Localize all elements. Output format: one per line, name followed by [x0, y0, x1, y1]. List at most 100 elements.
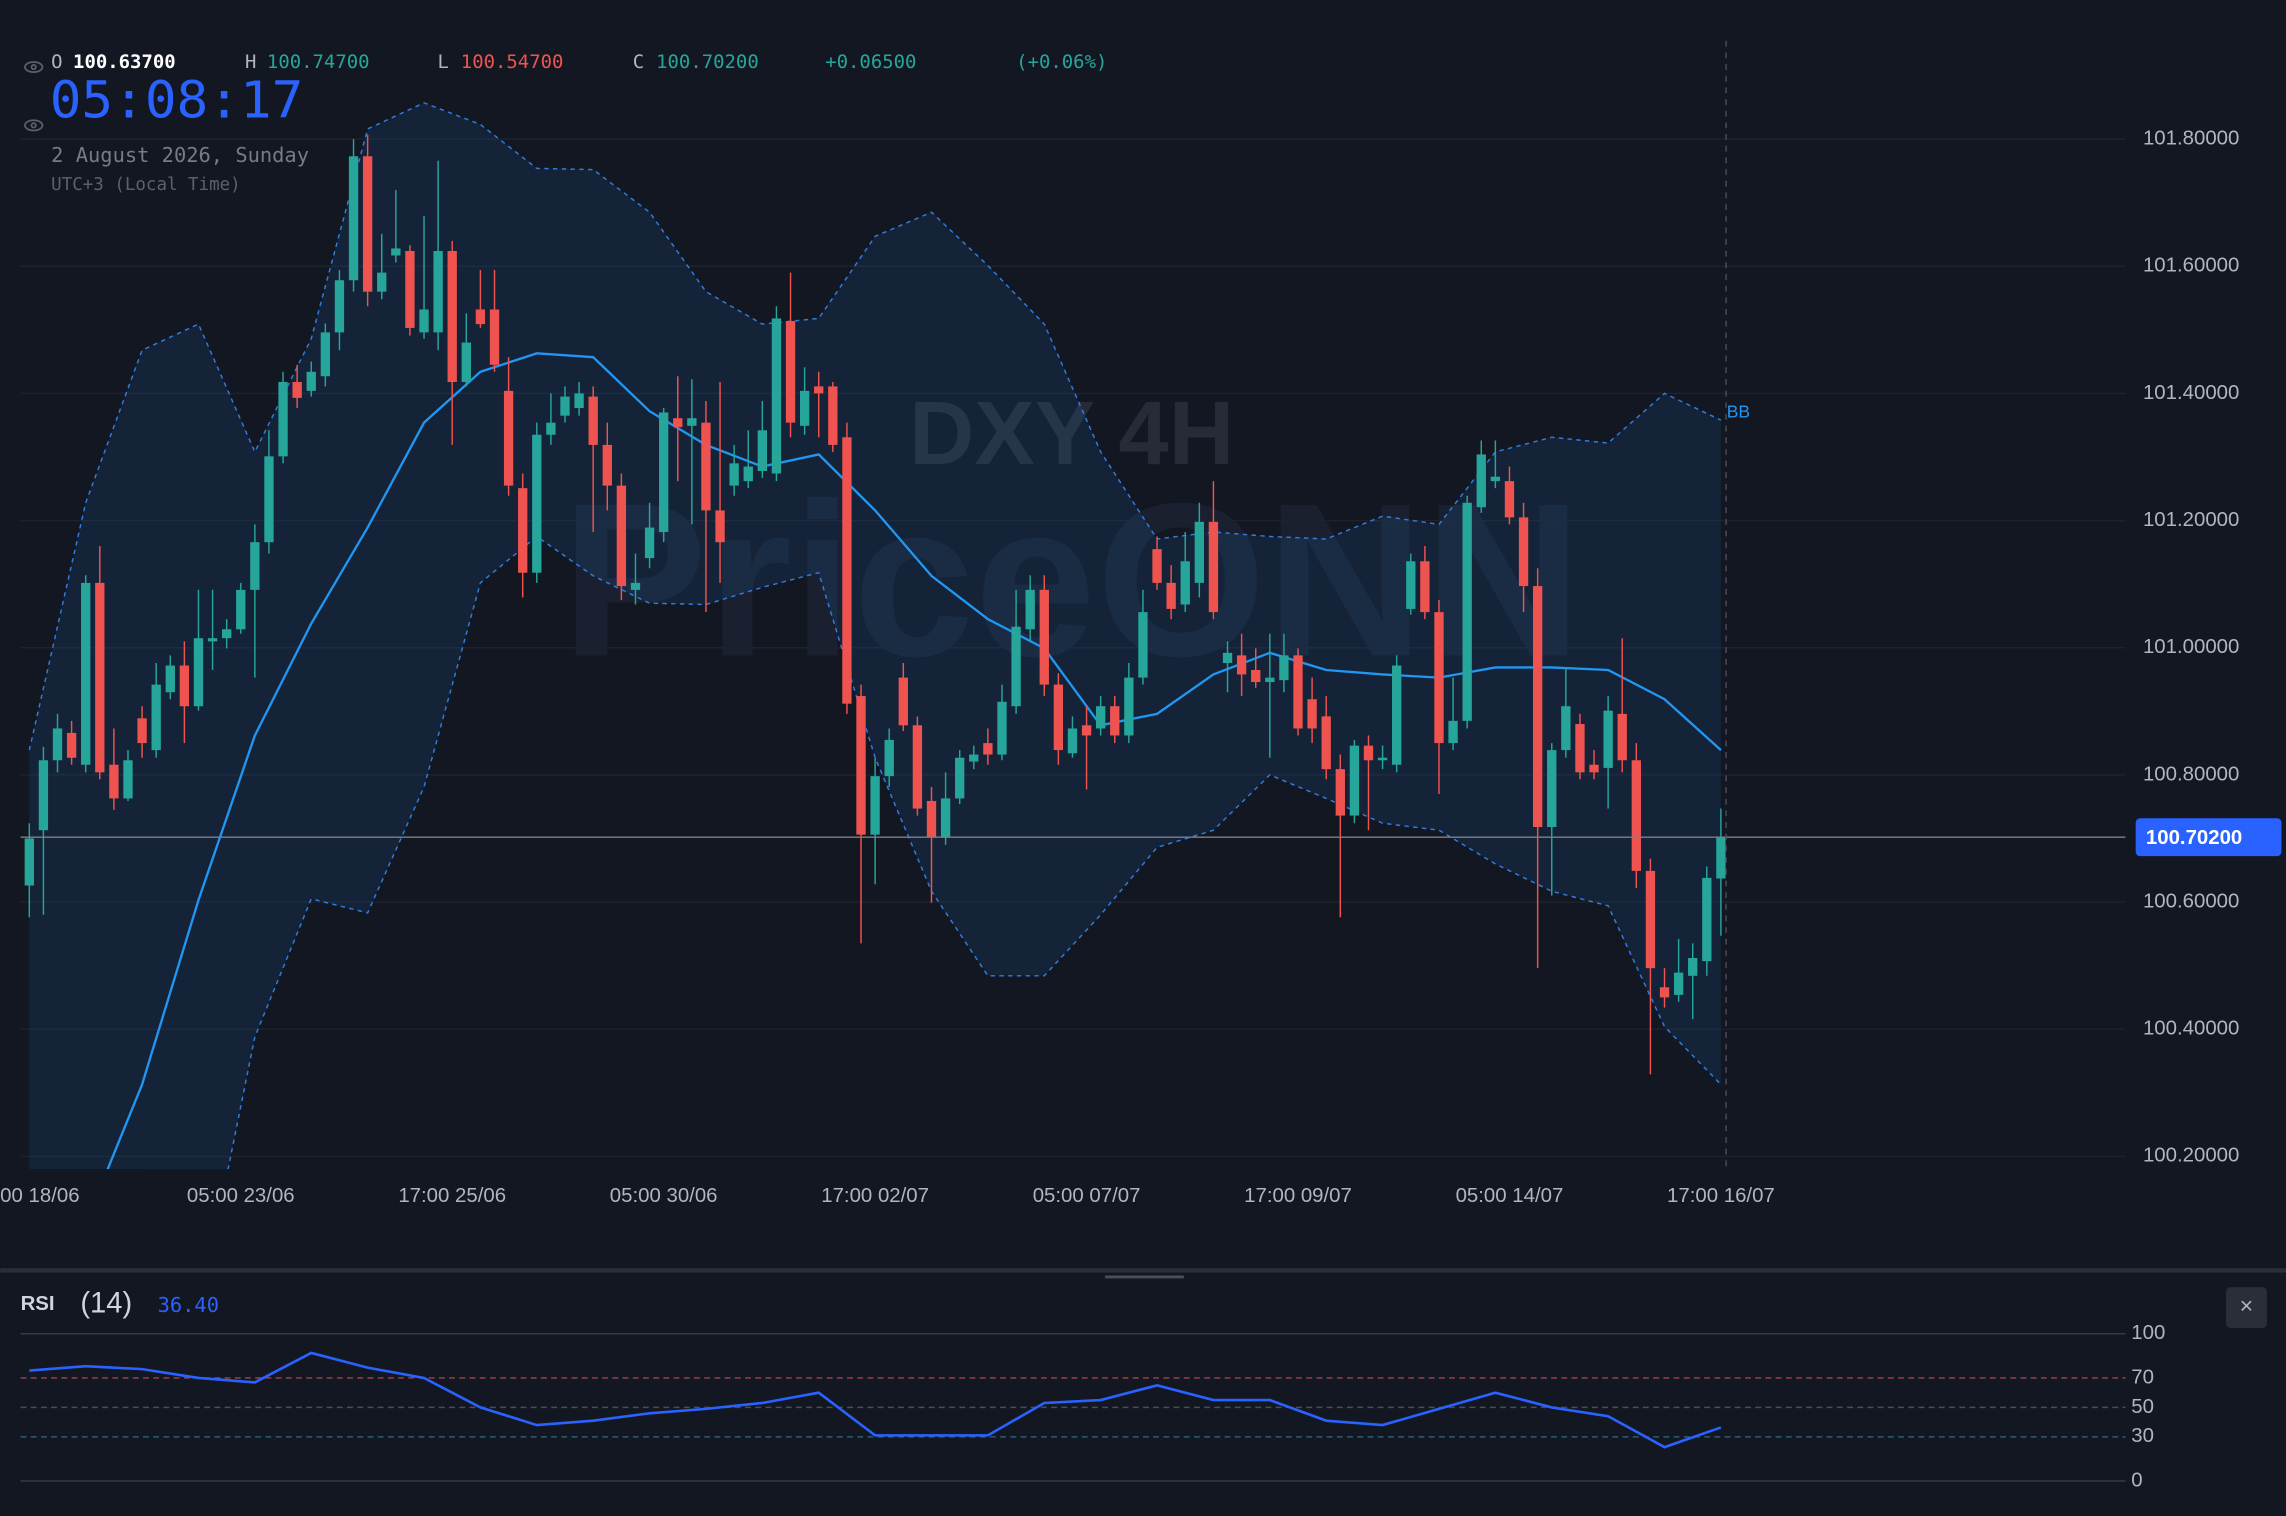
rsi-current: 36.40 [158, 1293, 219, 1317]
candle-body [306, 371, 316, 391]
y-tick-label: 100.80000 [2143, 763, 2239, 785]
x-tick-label: 17:00 09/07 [1244, 1185, 1352, 1207]
candle-body [856, 696, 866, 835]
candle-body [151, 684, 161, 751]
candle-body [38, 760, 49, 831]
close-button[interactable]: × [2226, 1287, 2267, 1328]
candle-body [1349, 745, 1360, 816]
candle-body [560, 396, 570, 416]
header: O 100.63700 H 100.74700 L 100.54700 C 10… [24, 51, 1107, 195]
candle-body [236, 589, 246, 630]
candle-body [983, 743, 993, 755]
candle-body [334, 280, 345, 333]
candle-body [1476, 454, 1486, 508]
x-tick-label: 05:00 30/06 [610, 1185, 718, 1207]
candle-body [1561, 706, 1571, 751]
x-tick-label: 17:00 16/07 [1667, 1185, 1775, 1207]
candle-body [1194, 521, 1205, 583]
candle-body [828, 386, 838, 445]
candle-body [419, 309, 429, 333]
date: 2 August 2026, Sunday [51, 143, 309, 167]
clock: 05:08:17 [50, 71, 304, 130]
rsi-tick-label: 70 [2131, 1366, 2154, 1388]
ohlc-value: 100.70200 [656, 51, 759, 73]
x-tick-label: 05:00 23/06 [187, 1185, 295, 1207]
candle-body [1518, 517, 1529, 587]
candle-body [546, 422, 556, 435]
rsi-tick-label: 100 [2131, 1322, 2165, 1344]
candle-body [1208, 521, 1219, 613]
candle-body [362, 156, 373, 292]
candle-body [1307, 699, 1317, 729]
candle-body [348, 156, 359, 281]
candle-body [1067, 728, 1078, 754]
candle-body [743, 466, 753, 482]
candle-body [1095, 706, 1106, 729]
candle-body [602, 444, 612, 486]
candle-body [193, 638, 204, 707]
candle-body [81, 582, 91, 765]
candle-body [940, 798, 951, 838]
candle-body [1279, 655, 1289, 681]
candle-body [969, 754, 979, 762]
candle-body [1236, 655, 1247, 675]
candle-body [1589, 764, 1599, 773]
candle-body [701, 422, 711, 511]
y-tick-label: 101.40000 [2143, 382, 2239, 404]
rsi-subtitle: (14) [80, 1287, 132, 1319]
candle-body [503, 390, 514, 486]
candle-body [659, 412, 669, 533]
eye-icon[interactable] [24, 61, 44, 74]
candle-body [66, 732, 77, 758]
candle-body [1152, 549, 1162, 583]
ohlc-key: L [437, 51, 448, 73]
y-tick-label: 101.80000 [2143, 127, 2239, 149]
ohlc-value: 100.54700 [461, 51, 564, 73]
x-tick-label: 05:00 07/07 [1033, 1185, 1141, 1207]
pane-separator[interactable] [0, 1268, 2286, 1273]
candle-body [1011, 626, 1021, 707]
candle-body [1617, 713, 1627, 761]
candle-body [1180, 561, 1190, 605]
candle-body [95, 582, 105, 773]
rsi-tick-label: 50 [2131, 1396, 2154, 1418]
candle-body [292, 381, 302, 398]
candle-body [250, 542, 260, 590]
band-name: BB [1727, 401, 1750, 421]
rsi-line [29, 1351, 1722, 1449]
candle-body [1251, 669, 1261, 683]
rsi-tick-label: 30 [2131, 1425, 2154, 1447]
rsi-pane: 0 30 50 70 100 [20, 1322, 2165, 1491]
x-tick-label: 00 18/06 [0, 1185, 79, 1207]
close-button-label[interactable]: × [2240, 1293, 2254, 1319]
candle-body [1688, 957, 1698, 976]
candle-body [673, 418, 683, 428]
candle-body [1547, 750, 1557, 828]
eye-icon[interactable] [24, 119, 44, 132]
grid [20, 138, 2126, 1158]
candle-body [222, 629, 232, 639]
candle-body [757, 430, 768, 471]
candle-body [1265, 677, 1275, 683]
candle-body [165, 665, 175, 693]
rsi-title: RSI [21, 1293, 55, 1315]
candle-body [1434, 612, 1444, 744]
candle-body [842, 437, 852, 704]
candle-body [1575, 724, 1585, 773]
candle-body [123, 760, 133, 799]
candle-body [1166, 582, 1176, 609]
candle-body [532, 434, 542, 573]
candle-body [729, 463, 739, 486]
band-upper [28, 102, 1722, 751]
candle-body [785, 320, 796, 423]
candle-body [447, 250, 457, 382]
candle-body [320, 332, 331, 377]
candle-body [207, 638, 218, 642]
candle-body [687, 418, 697, 426]
candle-body [377, 272, 387, 292]
close-button-bg[interactable] [2226, 1287, 2267, 1328]
candle-body [1631, 760, 1641, 871]
candle-body [109, 764, 119, 799]
